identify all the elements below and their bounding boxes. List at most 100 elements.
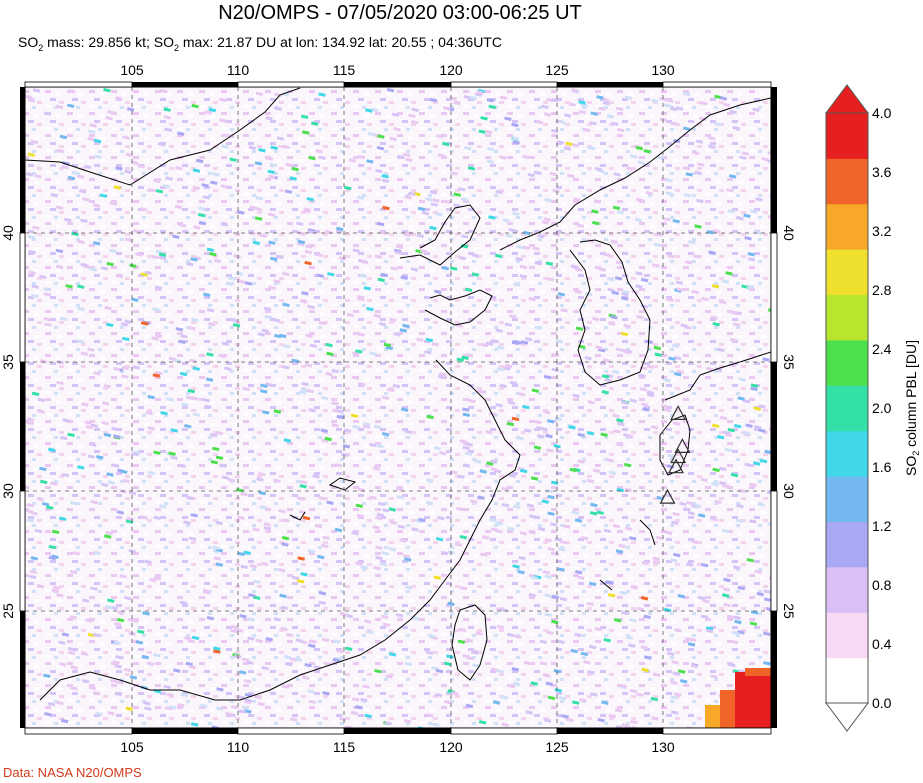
so2-pixel	[187, 638, 195, 644]
so2-pixel	[547, 547, 556, 552]
so2-pixel	[324, 436, 332, 442]
so2-pixel	[724, 447, 733, 453]
so2-pixel	[577, 432, 585, 438]
so2-pixel	[754, 425, 762, 430]
so2-pixel	[589, 120, 597, 126]
so2-pixel	[163, 107, 171, 112]
so2-pixel	[746, 284, 755, 289]
so2-pixel	[381, 551, 390, 556]
so2-pixel	[459, 439, 467, 444]
so2-pixel	[34, 528, 43, 534]
so2-pixel	[641, 560, 650, 566]
so2-pixel	[640, 645, 649, 650]
so2-pixel	[684, 260, 693, 265]
so2-pixel	[219, 118, 227, 123]
so2-pixel	[524, 428, 532, 433]
so2-pixel	[318, 496, 326, 501]
so2-pixel	[357, 154, 366, 160]
so2-pixel	[333, 639, 341, 644]
so2-pixel	[404, 661, 413, 667]
so2-pixel	[741, 284, 749, 289]
so2-pixel	[139, 207, 148, 212]
lat-tick-left: 30	[0, 483, 16, 499]
so2-pixel	[722, 102, 731, 108]
so2-pixel	[52, 585, 61, 590]
so2-pixel	[254, 216, 263, 221]
so2-pixel	[694, 170, 703, 176]
so2-pixel	[757, 502, 766, 507]
so2-pixel	[588, 581, 597, 587]
so2-pixel	[702, 598, 710, 604]
so2-pixel	[433, 289, 442, 294]
so2-pixel	[635, 692, 644, 697]
so2-pixel	[554, 688, 562, 693]
so2-pixel	[220, 222, 229, 227]
so2-pixel	[615, 725, 624, 728]
so2-pixel	[268, 285, 276, 290]
so2-pixel	[719, 96, 728, 101]
so2-pixel	[238, 709, 246, 714]
so2-pixel	[610, 239, 618, 244]
so2-pixel	[752, 107, 760, 112]
so2-pixel	[408, 191, 416, 196]
so2-pixel	[625, 434, 634, 439]
so2-pixel	[433, 575, 441, 580]
so2-pixel	[284, 189, 293, 194]
so2-pixel	[596, 510, 604, 515]
so2-pixel	[727, 428, 735, 433]
so2-pixel	[166, 397, 174, 402]
so2-pixel	[700, 563, 709, 568]
so2-pixel	[617, 347, 626, 353]
so2-pixel	[575, 267, 583, 272]
so2-pixel	[101, 421, 109, 426]
so2-pixel	[351, 375, 360, 380]
so2-pixel	[90, 500, 98, 505]
so2-pixel	[258, 148, 266, 153]
so2-pixel	[243, 550, 251, 555]
so2-pixel	[363, 619, 372, 624]
so2-pixel	[92, 691, 101, 696]
so2-pixel	[140, 321, 149, 326]
so2-pixel	[743, 213, 751, 218]
so2-pixel	[575, 326, 584, 331]
so2-pixel	[55, 205, 64, 210]
so2-pixel	[541, 220, 550, 225]
so2-pixel	[121, 336, 130, 342]
so2-pixel	[105, 604, 113, 610]
so2-pixel	[671, 660, 680, 665]
colorbar-max-arrow	[825, 84, 869, 114]
so2-pixel	[60, 435, 68, 441]
so2-pixel	[36, 584, 45, 589]
so2-pixel	[151, 336, 159, 341]
lat-tick-left: 35	[0, 354, 16, 370]
so2-pixel	[700, 101, 708, 106]
so2-pixel	[32, 88, 41, 93]
colorbar-tick-label: 2.4	[872, 341, 892, 357]
so2-pixel	[304, 363, 313, 368]
so2-pixel	[143, 701, 151, 706]
so2-pixel	[160, 411, 168, 416]
so2-pixel	[659, 96, 667, 102]
so2-pixel	[750, 383, 759, 388]
so2-pixel	[304, 260, 312, 266]
so2-pixel	[435, 536, 444, 542]
so2-pixel	[281, 535, 290, 541]
so2-pixel	[601, 374, 610, 379]
so2-pixel	[682, 166, 691, 171]
so2-pixel	[425, 337, 434, 343]
lon-ticks-top: 105 110 115 120 125 130	[120, 62, 675, 78]
so2-pixel	[206, 308, 215, 313]
so2-pixel	[591, 209, 599, 214]
so2-pixel	[229, 157, 237, 162]
so2-pixel	[529, 514, 537, 519]
so2-pixel	[484, 129, 493, 135]
so2-pixel	[602, 358, 611, 363]
so2-pixel	[752, 461, 761, 466]
so2-pixel	[364, 713, 372, 719]
so2-pixel	[643, 655, 652, 660]
so2-pixel	[281, 684, 290, 689]
so2-pixel	[202, 195, 211, 200]
so2-pixel	[621, 723, 629, 728]
so2-pixel	[210, 180, 218, 185]
so2-pixel	[27, 152, 36, 157]
